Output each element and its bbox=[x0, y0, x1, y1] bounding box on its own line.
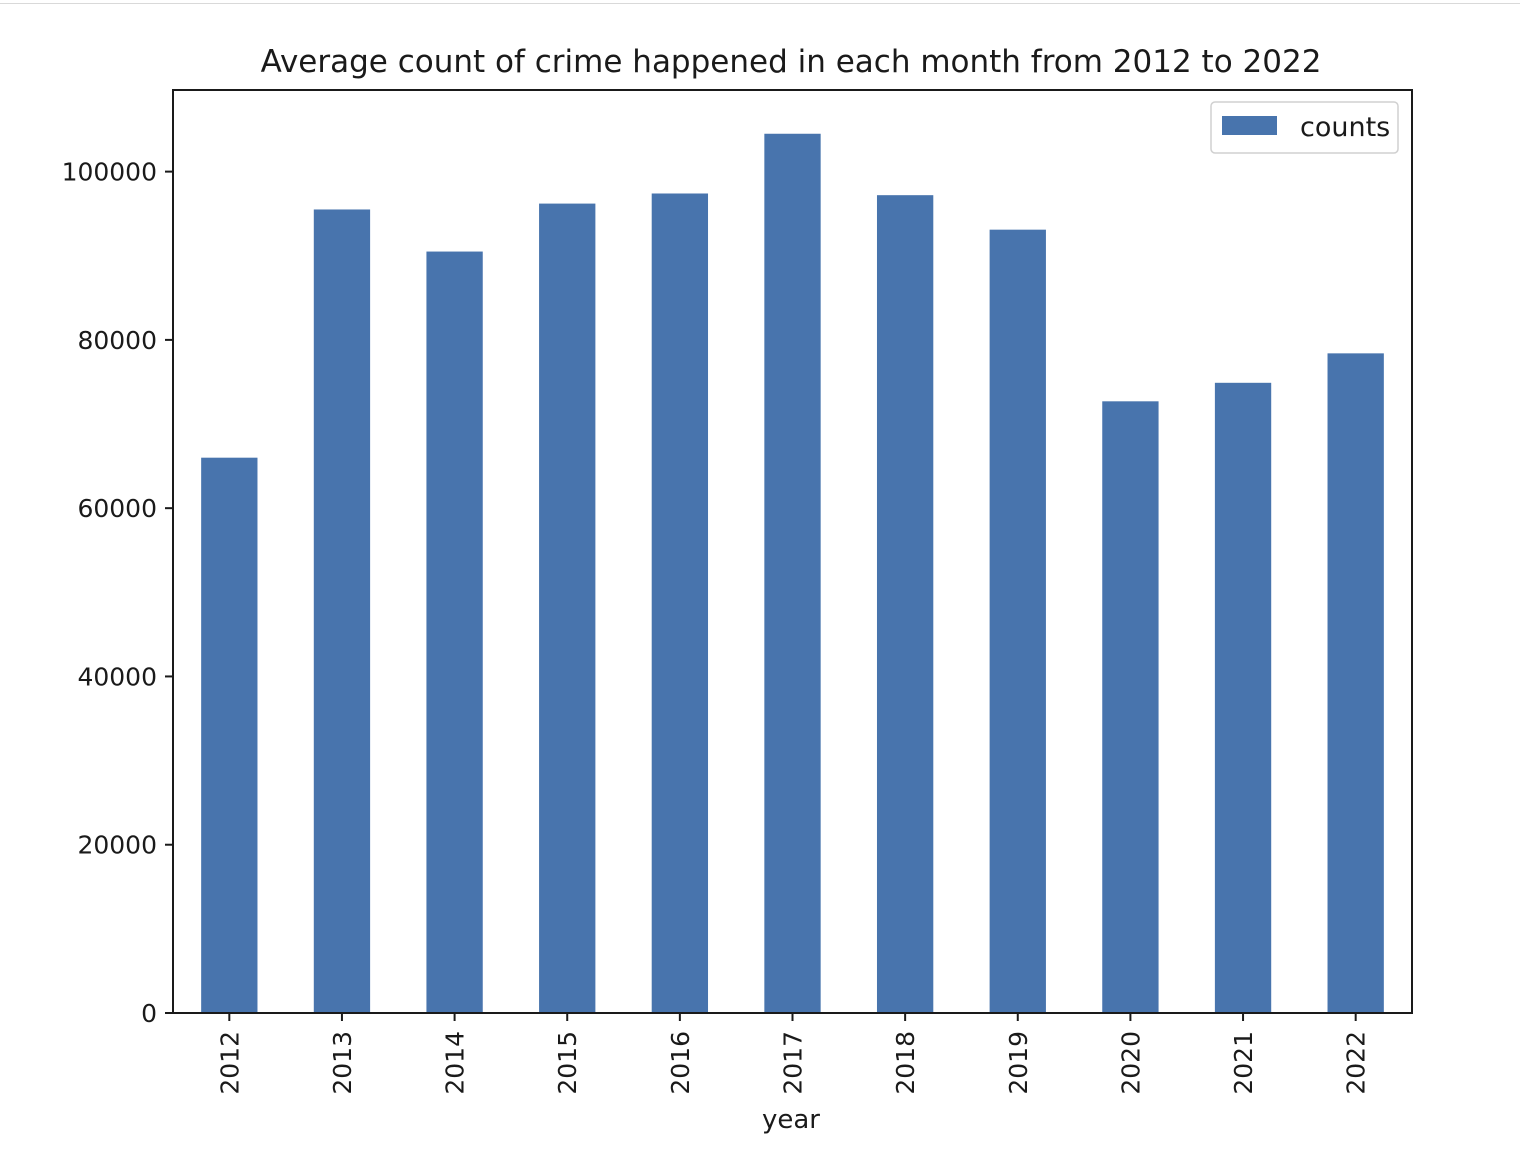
x-axis: 2012 2013 2014 2015 2016 2017 2018 2019 2020 2021… bbox=[215, 1013, 1371, 1095]
x-axis-label: year bbox=[762, 1105, 820, 1135]
y-tick-label-80000: 80000 bbox=[77, 326, 157, 355]
bar-2017 bbox=[764, 133, 821, 1013]
y-tick-label-100000: 100000 bbox=[62, 158, 157, 187]
bar-2015 bbox=[539, 203, 596, 1014]
chart-title: Average count of crime happened in each … bbox=[261, 44, 1322, 80]
y-tick-label-60000: 60000 bbox=[77, 494, 157, 523]
x-tick-label-2017: 2017 bbox=[779, 1031, 808, 1095]
bar-2014 bbox=[426, 251, 483, 1014]
bars bbox=[201, 133, 1384, 1014]
bar-2019 bbox=[989, 229, 1046, 1013]
x-tick-label-2018: 2018 bbox=[891, 1031, 920, 1095]
y-tick-label-0: 0 bbox=[141, 999, 157, 1028]
bar-2018 bbox=[876, 195, 934, 1013]
bar-2012 bbox=[201, 457, 258, 1013]
x-tick-label-2020: 2020 bbox=[1116, 1031, 1145, 1095]
y-axis: 0 20000 40000 60000 80000 100000 bbox=[62, 158, 173, 1028]
x-tick-label-2013: 2013 bbox=[328, 1031, 357, 1095]
y-tick-label-40000: 40000 bbox=[77, 662, 157, 691]
x-tick-label-2021: 2021 bbox=[1229, 1031, 1258, 1095]
y-tick-label-20000: 20000 bbox=[77, 831, 157, 860]
x-tick-label-2022: 2022 bbox=[1342, 1031, 1371, 1095]
top-divider bbox=[0, 3, 1520, 4]
bar-2013 bbox=[313, 209, 371, 1014]
bar-2022 bbox=[1327, 353, 1384, 1013]
legend-frame bbox=[1210, 101, 1399, 154]
legend-label: counts bbox=[1300, 112, 1390, 143]
bar-2020 bbox=[1102, 401, 1159, 1013]
x-tick-label-2014: 2014 bbox=[441, 1031, 470, 1095]
legend-swatch bbox=[1222, 116, 1277, 135]
x-tick-label-2019: 2019 bbox=[1004, 1031, 1033, 1095]
x-tick-label-2016: 2016 bbox=[666, 1031, 695, 1095]
bar-2021 bbox=[1214, 382, 1272, 1013]
legend: counts bbox=[1210, 101, 1399, 154]
x-tick-label-2012: 2012 bbox=[215, 1031, 244, 1095]
bar-2016 bbox=[651, 193, 709, 1014]
x-tick-label-2015: 2015 bbox=[553, 1031, 582, 1095]
